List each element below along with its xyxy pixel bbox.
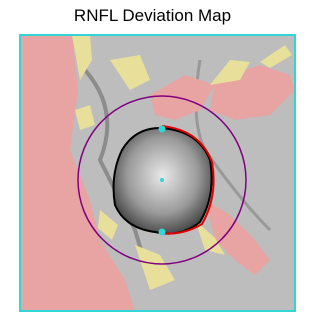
deviation-map — [0, 0, 305, 321]
disc-center — [160, 178, 164, 182]
disc-marker — [159, 126, 166, 133]
disc-marker — [159, 229, 166, 236]
page: {"title": "RNFL Deviation Map"} RNFL Dev… — [0, 0, 305, 321]
